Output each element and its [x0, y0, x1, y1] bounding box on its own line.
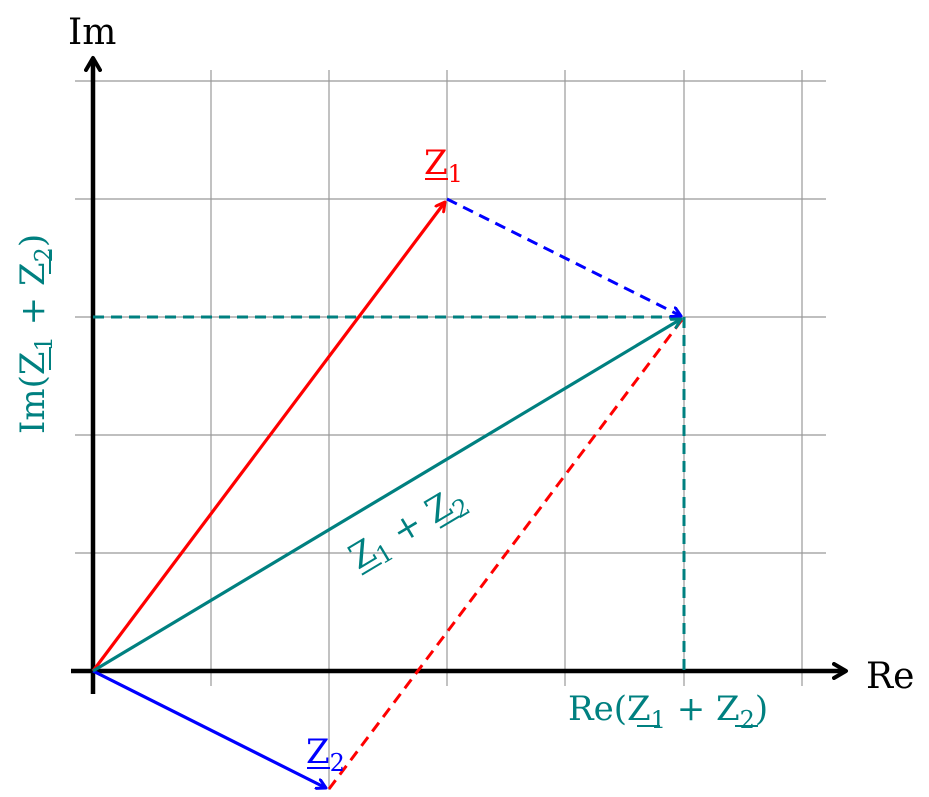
sum-vector — [92, 319, 681, 673]
sum-label-underline-1 — [361, 561, 383, 576]
z2-vector — [92, 669, 326, 788]
imaginary-axis-label: Im — [68, 12, 116, 53]
re-label-z1: Z — [627, 689, 651, 729]
sum-label: Z1 + Z2 — [342, 478, 475, 582]
real-axis-label: Re — [866, 656, 914, 697]
z2-translated-dashed — [446, 197, 681, 316]
z1-translated-dashed — [327, 316, 686, 790]
im-label-sub1: 1 — [30, 336, 58, 351]
re-label-suffix: ) — [755, 689, 768, 729]
z1-label-letter: Z — [424, 143, 448, 183]
z2-label-subscript: 2 — [330, 749, 345, 777]
z2-label: Z2 — [306, 732, 345, 777]
im-label-plus: + — [13, 286, 53, 336]
svg-text:Re(Z1 + Z2): Re(Z1 + Z2) — [568, 689, 768, 734]
z2-label-letter: Z — [306, 732, 330, 772]
im-label-suffix: ) — [13, 234, 53, 247]
im-label-z2: Z — [13, 262, 53, 286]
re-label-prefix: Re( — [568, 689, 627, 729]
svg-text:Z2: Z2 — [306, 732, 345, 777]
z1-label: Z1 — [424, 143, 463, 188]
re-label-sub2: 2 — [740, 706, 755, 734]
z1-label-subscript: 1 — [448, 160, 463, 188]
svg-text:Im(Z1 + Z2): Im(Z1 + Z2) — [13, 234, 58, 434]
im-label-z1: Z — [13, 351, 53, 375]
re-label-z2: Z — [716, 689, 740, 729]
z1-vector — [91, 202, 445, 672]
svg-text:Z1: Z1 — [424, 143, 463, 188]
im-label-sub2: 2 — [30, 247, 58, 262]
im-label-prefix: Im( — [13, 375, 53, 434]
re-label-plus: + — [666, 689, 716, 729]
svg-text:Z1 + Z2: Z1 + Z2 — [342, 478, 475, 582]
re-label-sub1: 1 — [651, 706, 666, 734]
im-projection-label: Im(Z1 + Z2) — [13, 234, 58, 434]
sum-label-underline-2 — [439, 515, 461, 529]
re-projection-label: Re(Z1 + Z2) — [568, 689, 768, 734]
